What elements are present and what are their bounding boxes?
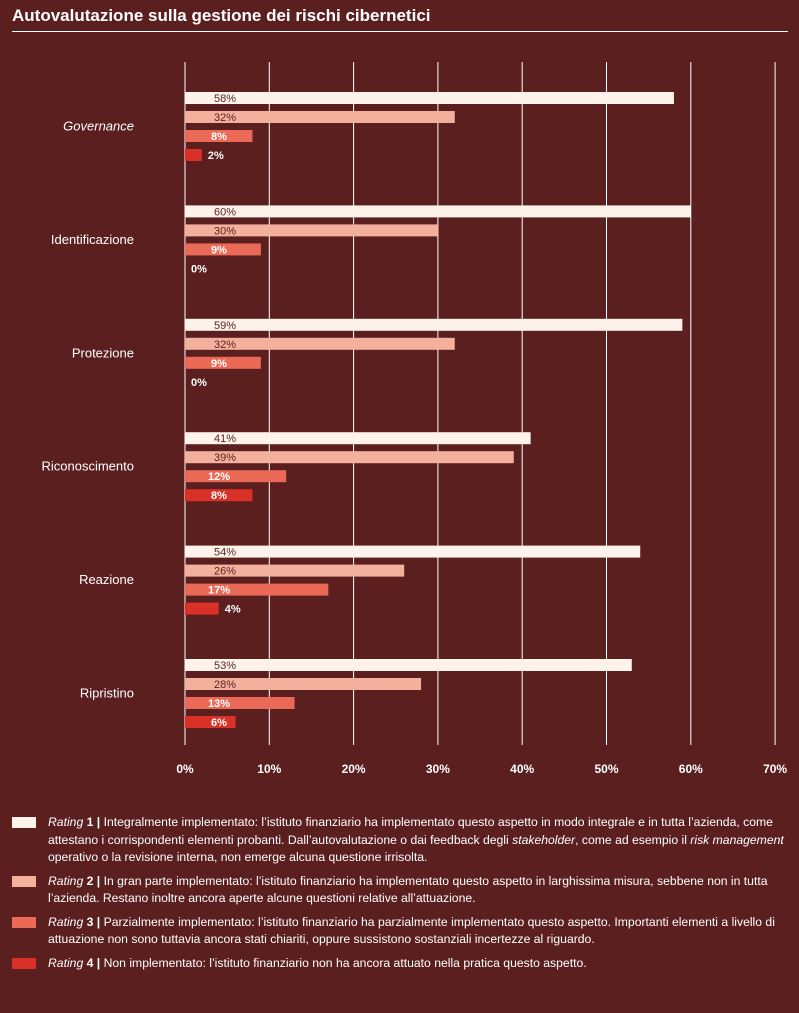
data-label: 26%	[214, 566, 236, 578]
data-label: 9%	[211, 244, 227, 256]
bar-2	[185, 451, 514, 464]
legend-rating-number: 3 |	[86, 914, 101, 929]
bar-chart: 0% 10% 20% 30% 40% 50% 60% 70% Governance 58% 32% 8…	[42, 62, 787, 776]
legend-item-rating-2: Rating 2 | In gran parte implementato: l…	[12, 873, 788, 908]
data-label: 54%	[214, 547, 236, 559]
legend-swatch-rating-3	[12, 916, 36, 928]
bar-3	[185, 583, 329, 596]
bar-1	[185, 545, 641, 558]
x-tick-label: 10%	[257, 762, 281, 776]
legend-item-rating-3: Rating 3 | Parzialmente implementato: l’…	[12, 914, 788, 949]
bar-4	[185, 602, 219, 615]
legend-rating-label: Rating	[48, 873, 84, 888]
data-label: 8%	[211, 131, 227, 143]
bar-2	[185, 111, 455, 123]
category-label: Riconoscimento	[42, 459, 135, 474]
legend-item-rating-1: Rating 1 | Integralmente implementato: l…	[12, 814, 788, 867]
x-tick-label: 50%	[594, 762, 618, 776]
data-label: 30%	[214, 225, 236, 237]
data-label: 12%	[208, 471, 230, 483]
legend-rating-label: Rating	[48, 815, 84, 829]
bar-4	[185, 716, 236, 728]
legend: Rating 1 | Integralmente implementato: l…	[12, 814, 788, 978]
bar-3	[185, 470, 287, 483]
data-label: 2%	[208, 150, 224, 162]
data-label: 6%	[211, 717, 227, 729]
bar-4	[185, 489, 253, 502]
data-label: 32%	[214, 112, 236, 124]
legend-text: Integralmente implementato: l’istituto f…	[48, 815, 773, 847]
bar-3	[185, 356, 261, 369]
bar-2	[185, 564, 405, 577]
x-tick-label: 70%	[763, 762, 787, 776]
bar-2	[185, 224, 438, 237]
category-label: Reazione	[79, 572, 134, 587]
bar-1	[185, 92, 674, 104]
chart-title: Autovalutazione sulla gestione dei risch…	[12, 6, 431, 25]
bar-1	[185, 659, 632, 671]
legend-rating-label: Rating	[48, 914, 84, 929]
legend-rating-number: 1 |	[86, 815, 101, 829]
data-label: 17%	[208, 585, 230, 597]
data-label: 4%	[225, 604, 241, 616]
data-label: 32%	[214, 339, 236, 351]
legend-text: Non implementato: l’istituto finanziario…	[100, 955, 587, 970]
legend-text: , come ad esempio il	[575, 832, 691, 847]
legend-text: operativo o la revisione interna, non em…	[48, 850, 428, 864]
bar-3	[185, 130, 253, 142]
legend-swatch-rating-2	[12, 875, 36, 887]
category-label: Protezione	[72, 345, 134, 360]
legend-swatch-rating-4	[12, 957, 36, 969]
bar-2	[185, 678, 422, 690]
data-label: 41%	[214, 433, 236, 445]
data-label: 59%	[214, 320, 236, 332]
category-label: Governance	[63, 119, 134, 134]
x-tick-label: 30%	[426, 762, 450, 776]
legend-rating-number: 2 |	[86, 873, 101, 888]
bar-1	[185, 432, 531, 445]
data-label: 13%	[208, 698, 230, 710]
category-label: Identificazione	[51, 232, 134, 247]
category-label: Ripristino	[80, 686, 134, 701]
legend-rating-label: Rating	[48, 955, 84, 970]
legend-text: In gran parte implementato: l’istituto f…	[48, 873, 768, 906]
data-label: 53%	[214, 660, 236, 672]
legend-text: Parzialmente implementato: l’istituto fi…	[48, 914, 775, 947]
data-label: 58%	[214, 93, 236, 105]
data-label: 39%	[214, 452, 236, 464]
legend-emphasis: stakeholder	[512, 832, 576, 847]
data-label: 9%	[211, 358, 227, 370]
bar-3	[185, 243, 261, 256]
data-label: 28%	[214, 679, 236, 691]
bar-3	[185, 697, 295, 709]
x-tick-label: 40%	[510, 762, 534, 776]
title-rule	[12, 31, 788, 32]
x-tick-label: 0%	[176, 762, 194, 776]
bar-2	[185, 337, 455, 350]
legend-emphasis: risk management	[690, 832, 784, 847]
data-label: 0%	[191, 377, 207, 389]
data-label: 8%	[211, 490, 227, 502]
legend-swatch-rating-1	[12, 817, 36, 828]
bar-1	[185, 318, 683, 331]
x-tick-label: 20%	[342, 762, 366, 776]
legend-rating-number: 4 |	[86, 955, 101, 970]
bar-1	[185, 205, 691, 218]
data-label: 60%	[214, 206, 236, 218]
data-label: 0%	[191, 263, 207, 275]
x-tick-label: 60%	[679, 762, 703, 776]
bar-4	[185, 149, 202, 161]
legend-item-rating-4: Rating 4 | Non implementato: l’istituto …	[12, 955, 788, 973]
